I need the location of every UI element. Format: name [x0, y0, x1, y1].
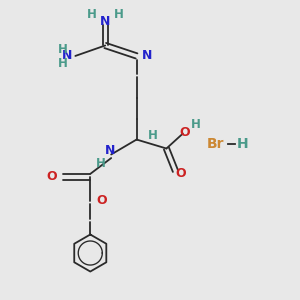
- Text: N: N: [142, 50, 152, 62]
- Text: O: O: [47, 170, 57, 183]
- Text: N: N: [62, 50, 72, 62]
- Text: O: O: [97, 194, 107, 207]
- Text: H: H: [114, 8, 124, 21]
- Text: N: N: [100, 14, 110, 28]
- Text: H: H: [87, 8, 97, 21]
- Text: Br: Br: [207, 137, 224, 151]
- Text: H: H: [96, 157, 106, 170]
- Text: H: H: [191, 118, 201, 131]
- Text: H: H: [148, 129, 158, 142]
- Text: H: H: [58, 57, 68, 70]
- Text: O: O: [176, 167, 186, 180]
- Text: N: N: [104, 144, 115, 158]
- Text: O: O: [179, 126, 190, 139]
- Text: H: H: [237, 137, 248, 151]
- Text: H: H: [58, 44, 68, 56]
